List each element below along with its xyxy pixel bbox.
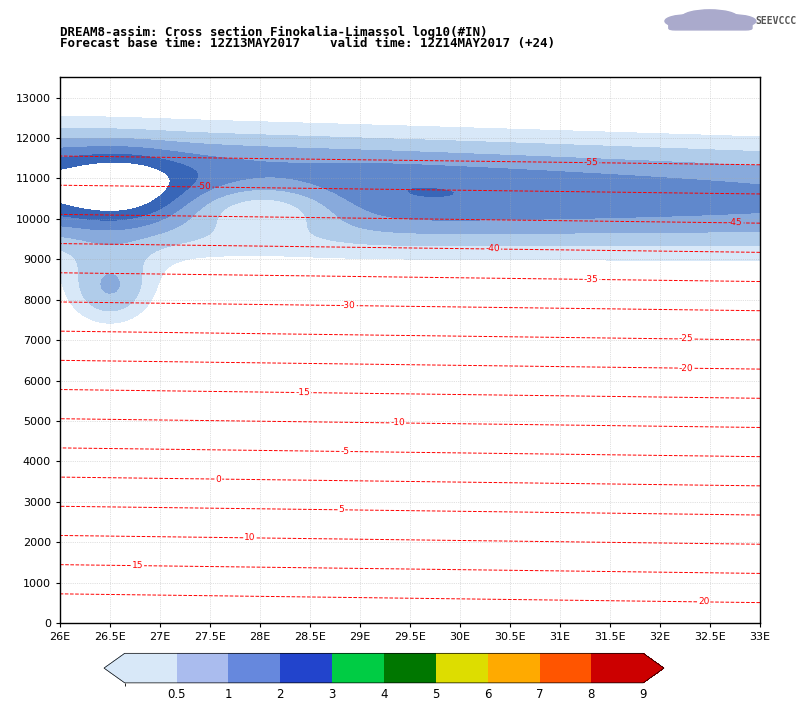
Text: -50: -50 [197,182,212,191]
Circle shape [710,15,756,27]
Text: 0: 0 [215,474,222,484]
Text: 20: 20 [698,597,710,606]
Text: SEEVCCC: SEEVCCC [756,16,797,26]
Text: 15: 15 [131,561,143,570]
Circle shape [682,10,738,25]
Text: DREAM8-assim: Cross section Finokalia-Limassol log10(#IN): DREAM8-assim: Cross section Finokalia-Li… [60,26,487,39]
Text: -35: -35 [584,275,598,284]
Circle shape [665,15,711,27]
Text: -15: -15 [295,388,310,397]
Text: -55: -55 [584,158,598,168]
Text: -30: -30 [341,301,356,310]
PathPatch shape [643,653,664,683]
Text: -25: -25 [678,334,694,344]
Text: -10: -10 [390,418,405,427]
Text: -40: -40 [486,244,500,253]
Text: -5: -5 [340,447,350,456]
Text: 5: 5 [338,505,344,515]
Text: 10: 10 [244,533,256,542]
Text: -20: -20 [678,363,694,372]
Text: Forecast base time: 12Z13MAY2017    valid time: 12Z14MAY2017 (+24): Forecast base time: 12Z13MAY2017 valid t… [60,37,555,49]
FancyBboxPatch shape [669,18,752,30]
Text: -45: -45 [728,218,742,227]
PathPatch shape [104,653,125,683]
